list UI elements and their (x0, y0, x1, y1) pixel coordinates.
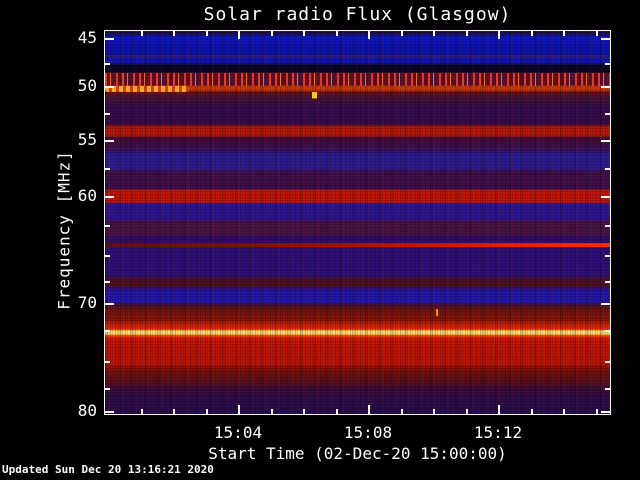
x-tick-top (466, 31, 468, 36)
x-tick-bottom (336, 409, 338, 414)
spectrogram (105, 31, 610, 414)
y-tick-label: 60 (77, 186, 97, 205)
y-minor-tick-left (105, 113, 110, 115)
x-tick-bottom (271, 409, 273, 414)
y-tick-label: 70 (77, 293, 97, 312)
x-tick-top (531, 31, 533, 36)
y-minor-tick-right (605, 330, 610, 332)
y-minor-tick-right (605, 361, 610, 363)
x-tick-bottom (401, 409, 403, 414)
x-tick-top (401, 31, 403, 36)
x-tick-bottom (141, 409, 143, 414)
y-minor-tick-right (605, 113, 610, 115)
x-tick-top (238, 31, 240, 39)
x-tick-bottom (368, 405, 370, 414)
x-tick-top (433, 31, 435, 36)
x-tick-bottom (596, 409, 598, 414)
x-tick-label: 15:12 (473, 423, 523, 442)
x-tick-top (271, 31, 273, 36)
x-tick-top (563, 31, 565, 36)
y-tick-right (601, 38, 610, 40)
y-minor-tick-left (105, 168, 110, 170)
x-axis-label: Start Time (02-Dec-20 15:00:00) (208, 444, 507, 463)
y-tick-left (105, 411, 114, 413)
y-tick-right (601, 86, 610, 88)
x-tick-top (596, 31, 598, 36)
x-tick-label: 15:04 (213, 423, 263, 442)
y-minor-tick-left (105, 388, 110, 390)
y-tick-right (601, 140, 610, 142)
y-tick-left (105, 140, 114, 142)
y-tick-label: 45 (77, 28, 97, 47)
y-tick-left (105, 86, 114, 88)
y-tick-right (601, 196, 610, 198)
y-tick-label: 80 (77, 401, 97, 420)
x-tick-top (368, 31, 370, 39)
x-tick-bottom (206, 409, 208, 414)
y-tick-right (601, 411, 610, 413)
y-minor-tick-right (605, 255, 610, 257)
x-tick-bottom (303, 409, 305, 414)
y-tick-left (105, 196, 114, 198)
x-tick-top (141, 31, 143, 36)
y-minor-tick-right (605, 225, 610, 227)
x-tick-bottom (531, 409, 533, 414)
x-tick-bottom (238, 405, 240, 414)
thin-red-line (105, 243, 610, 247)
status-line: Updated Sun Dec 20 13:16:21 2020 (2, 463, 214, 476)
y-minor-tick-left (105, 63, 110, 65)
plot-area (104, 30, 611, 415)
x-tick-top (206, 31, 208, 36)
spectrogram-noise-texture (105, 31, 610, 414)
y-minor-tick-right (605, 388, 610, 390)
y-minor-tick-left (105, 330, 110, 332)
y-minor-tick-left (105, 281, 110, 283)
x-tick-label: 15:08 (343, 423, 393, 442)
y-tick-label: 55 (77, 130, 97, 149)
y-tick-label: 50 (77, 76, 97, 95)
y-minor-tick-right (605, 168, 610, 170)
rfi-comb-band (105, 73, 610, 86)
y-minor-tick-left (105, 255, 110, 257)
y-minor-tick-right (605, 63, 610, 65)
burst-dot (312, 92, 317, 98)
y-axis-label: Frequency [MHz] (54, 150, 74, 310)
x-tick-top (336, 31, 338, 36)
y-tick-left (105, 303, 114, 305)
x-tick-bottom (563, 409, 565, 414)
x-tick-bottom (498, 405, 500, 414)
x-tick-bottom (466, 409, 468, 414)
y-tick-left (105, 38, 114, 40)
chart-title: Solar radio Flux (Glasgow) (203, 4, 512, 25)
y-minor-tick-left (105, 225, 110, 227)
y-minor-tick-right (605, 281, 610, 283)
x-tick-top (498, 31, 500, 39)
y-minor-tick-left (105, 361, 110, 363)
rfi-bead-chain (105, 86, 189, 92)
x-tick-bottom (173, 409, 175, 414)
x-tick-top (173, 31, 175, 36)
burst-dash (436, 309, 438, 316)
y-tick-right (601, 303, 610, 305)
x-tick-bottom (433, 409, 435, 414)
x-tick-top (303, 31, 305, 36)
